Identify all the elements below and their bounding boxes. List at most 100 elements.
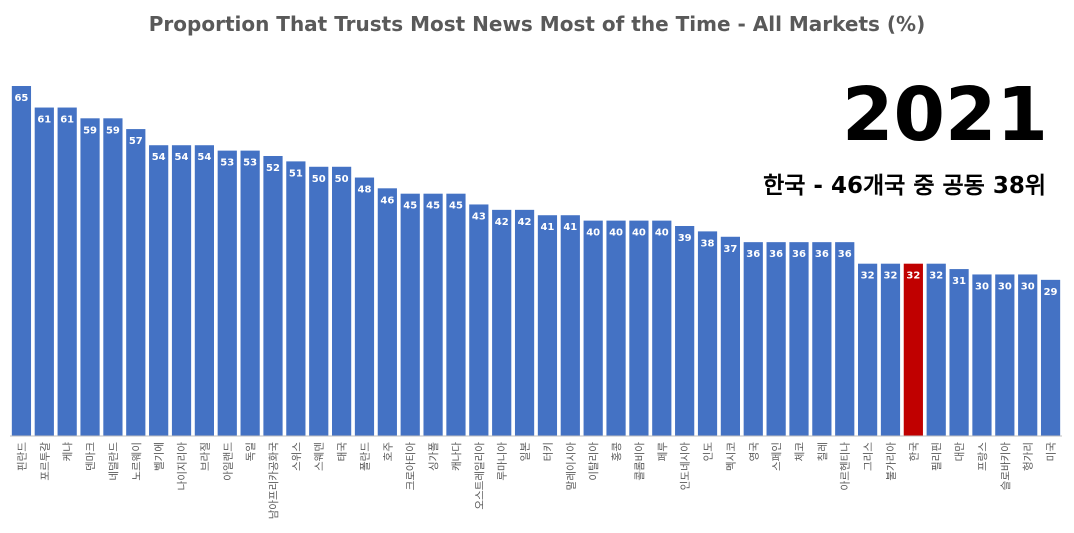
category-label-스페인: 스페인 [771,442,783,471]
bar-케냐 [57,107,77,436]
value-label-벨기에: 54 [152,152,166,163]
bar-미국 [1040,279,1061,436]
value-label-말레이시아: 41 [563,222,577,233]
value-label-브라질: 54 [197,152,211,163]
category-label-루마니아: 루마니아 [497,442,509,481]
bar-루마니아 [492,209,512,436]
value-label-아일랜드: 53 [220,158,234,169]
bar-스웨덴 [309,166,329,436]
value-label-헝가리: 30 [1021,281,1035,292]
category-label-프랑스: 프랑스 [977,442,989,471]
value-label-슬로바키아: 30 [998,281,1012,292]
bar-아르헨티나 [835,242,855,436]
bar-칠레 [812,242,832,436]
value-label-스위스: 51 [289,168,303,179]
category-label-미국: 미국 [1046,442,1058,462]
value-label-아르헨티나: 36 [838,249,852,260]
category-label-그리스: 그리스 [863,442,875,471]
value-label-멕시코: 37 [723,244,737,255]
bar-콜롬비아 [629,220,649,436]
chart-title: Proportion That Trusts Most News Most of… [149,12,925,36]
value-label-미국: 29 [1044,287,1058,298]
bar-체코 [789,242,809,436]
category-label-태국: 태국 [337,442,349,462]
bar-독일 [240,150,260,436]
value-label-홍콩: 40 [609,228,623,239]
bar-한국 [903,263,923,436]
bar-오스트레일리아 [469,204,489,436]
bar-멕시코 [720,236,740,436]
value-label-프랑스: 30 [975,281,989,292]
value-label-태국: 50 [335,174,349,185]
category-label-이탈리아: 이탈리아 [587,442,600,481]
category-label-덴마크: 덴마크 [85,442,97,471]
bar-네덜란드 [103,118,123,436]
value-label-덴마크: 59 [83,125,97,136]
value-labels-group: 65 61 61 59 59 57 54 54 54 53 53 52 51 50 50 48 46 45 45 45… [14,93,1057,298]
value-label-인도네시아: 39 [678,233,692,244]
category-label-터키: 터키 [542,442,554,461]
bar-인도 [697,231,718,436]
category-label-나이지리아: 나이지리아 [177,442,189,491]
bar-홍콩 [606,220,626,436]
category-labels-group: 핀란드 포르투갈 케냐 덴마크 네덜란드 노르웨이 벨기에 나이지리아 브라질 아일랜드 독일 남아프… [16,442,1057,520]
category-label-싱가폴: 싱가폴 [428,442,440,471]
bar-슬로바키아 [995,274,1015,436]
category-label-네덜란드: 네덜란드 [108,442,120,481]
bar-포르투갈 [34,107,54,436]
bar-이탈리아 [583,220,603,436]
value-label-콜롬비아: 40 [632,228,646,239]
value-label-불가리아: 32 [884,271,898,282]
value-label-칠레: 36 [815,249,829,260]
category-label-불가리아: 불가리아 [885,442,897,481]
category-label-포르투갈: 포르투갈 [38,442,51,481]
bar-인도네시아 [675,226,695,436]
value-label-영국: 36 [746,249,760,260]
value-label-체코: 36 [792,249,806,260]
category-label-아르헨티나: 아르헨티나 [840,442,852,491]
category-label-크로아티아: 크로아티아 [405,442,417,491]
value-label-노르웨이: 57 [129,136,143,147]
value-label-크로아티아: 45 [403,201,417,212]
bar-덴마크 [80,118,100,436]
value-label-남아프리카공화국: 52 [266,163,280,174]
value-label-한국: 32 [906,271,920,282]
category-label-호주: 호주 [382,442,394,462]
value-label-스페인: 36 [769,249,783,260]
category-label-헝가리: 헝가리 [1023,442,1035,471]
bar-나이지리아 [171,145,192,437]
value-label-인도: 38 [701,238,715,249]
value-label-필리핀: 32 [929,271,943,282]
category-label-말레이시아: 말레이시아 [565,442,577,491]
bar-일본 [514,209,535,436]
category-label-영국: 영국 [748,442,760,462]
bar-필리핀 [926,263,946,436]
rank-note: 한국 - 46개국 중 공동 38위 [763,173,1046,199]
category-label-스웨덴: 스웨덴 [314,442,326,471]
bar-페루 [652,220,672,436]
value-label-일본: 42 [518,217,532,228]
value-label-폴란드: 48 [358,185,372,196]
bar-호주 [377,188,397,436]
category-label-콜롬비아: 콜롬비아 [634,442,646,481]
bar-크로아티아 [400,193,420,436]
value-label-네덜란드: 59 [106,125,120,136]
category-label-독일: 독일 [244,442,257,461]
value-label-핀란드: 65 [14,93,28,104]
bar-불가리아 [880,263,901,436]
bar-싱가폴 [423,193,443,436]
category-label-체코: 체코 [794,442,806,462]
category-label-칠레: 칠레 [817,442,829,461]
value-label-캐나다: 45 [449,201,463,212]
bar-스페인 [766,242,786,436]
bar-말레이시아 [560,215,580,436]
value-label-독일: 53 [243,158,257,169]
category-label-남아프리카공화국: 남아프리카공화국 [268,442,280,520]
value-label-터키: 41 [540,222,554,233]
bar-노르웨이 [126,129,146,436]
value-label-이탈리아: 40 [586,228,600,239]
category-label-폴란드: 폴란드 [359,442,371,471]
bar-영국 [743,242,763,436]
category-label-아일랜드: 아일랜드 [221,442,234,481]
